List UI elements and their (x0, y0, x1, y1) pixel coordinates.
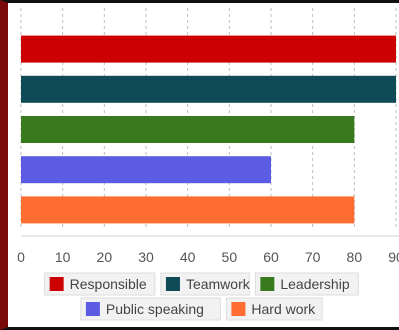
legend-item-responsible[interactable]: Responsible (44, 272, 156, 296)
bars (21, 35, 396, 224)
legend-item-box (44, 272, 156, 296)
x-tick-label: 40 (180, 249, 196, 265)
legend-item-hard-work[interactable]: Hard work (225, 297, 323, 321)
bar-teamwork (21, 75, 396, 103)
legend-label: Hard work (251, 301, 316, 317)
legend: Responsible Teamwork Leadership Public spea… (44, 272, 359, 321)
x-tick-label: 90 (388, 249, 399, 265)
legend-swatch (231, 302, 246, 316)
legend-item-public-speaking[interactable]: Public speaking (80, 297, 221, 321)
legend-item-box (80, 297, 221, 321)
x-tick-label: 70 (305, 249, 321, 265)
legend-item-box (225, 297, 323, 321)
bar-hard-work (21, 196, 355, 224)
legend-item-leadership[interactable]: Leadership (254, 272, 359, 296)
legend-item-box (254, 272, 359, 296)
legend-label: Leadership (280, 276, 349, 292)
legend-swatch (85, 302, 100, 316)
x-tick-label: 0 (17, 249, 25, 265)
legend-swatch (165, 277, 180, 291)
x-tick-label: 20 (97, 249, 113, 265)
x-tick-label: 80 (347, 249, 363, 265)
x-axis: 0 10 20 30 40 50 60 70 80 90 (17, 235, 399, 265)
x-tick-label: 10 (55, 249, 71, 265)
bar-leadership (21, 116, 355, 143)
bar-responsible (21, 35, 396, 63)
legend-label: Teamwork (186, 276, 251, 292)
legend-label: Public speaking (106, 301, 204, 317)
legend-item-box (160, 272, 250, 296)
bar-public-speaking (21, 156, 271, 184)
x-tick-label: 30 (138, 249, 154, 265)
legend-swatch (49, 277, 64, 291)
legend-swatch (260, 277, 275, 291)
legend-label: Responsible (70, 276, 147, 292)
x-tick-label: 50 (222, 249, 238, 265)
x-tick-label: 60 (263, 249, 279, 265)
legend-item-teamwork[interactable]: Teamwork (160, 272, 251, 296)
